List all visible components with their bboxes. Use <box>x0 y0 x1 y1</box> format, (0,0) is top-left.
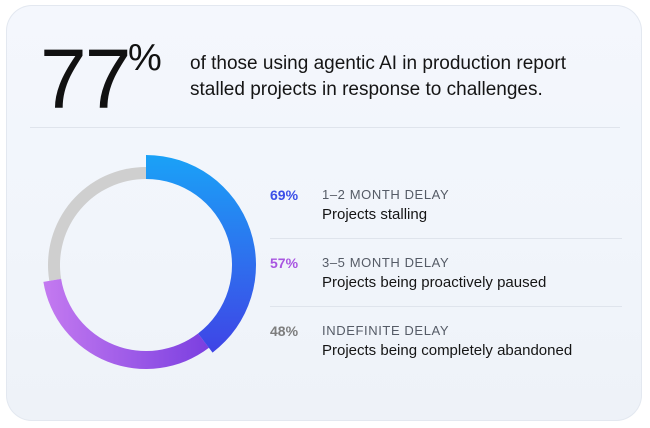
legend: 69% 1–2 MONTH DELAY Projects stalling 57… <box>270 171 622 374</box>
legend-item: 69% 1–2 MONTH DELAY Projects stalling <box>270 171 622 238</box>
legend-percent: 69% <box>270 187 299 203</box>
donut-segment-indefinite <box>48 167 146 281</box>
headline-statement: of those using agentic AI in production … <box>190 53 567 100</box>
legend-description: Projects stalling <box>322 206 428 223</box>
legend-item: 57% 3–5 MONTH DELAY Projects being proac… <box>270 239 622 306</box>
stat-card: 77 % of those using agentic AI in produc… <box>6 5 642 421</box>
big-number: 77 <box>40 32 131 126</box>
legend-percent: 57% <box>270 255 299 271</box>
legend-category: 3–5 MONTH DELAY <box>322 255 450 270</box>
legend-description: Projects being proactively paused <box>322 274 547 291</box>
donut-segment-3-5-month <box>43 278 209 369</box>
big-percent-sign: % <box>128 37 162 79</box>
headline: 77 % of those using agentic AI in produc… <box>40 35 620 125</box>
legend-category: INDEFINITE DELAY <box>322 323 450 338</box>
donut-chart <box>43 155 256 369</box>
legend-category: 1–2 MONTH DELAY <box>322 187 450 202</box>
divider <box>30 127 620 128</box>
legend-description: Projects being completely abandoned <box>322 342 573 359</box>
legend-divider <box>270 306 622 307</box>
donut-segment-1-2-month <box>146 155 256 353</box>
legend-percent: 48% <box>270 323 299 339</box>
legend-divider <box>270 238 622 239</box>
legend-item: 48% INDEFINITE DELAY Projects being comp… <box>270 307 622 374</box>
